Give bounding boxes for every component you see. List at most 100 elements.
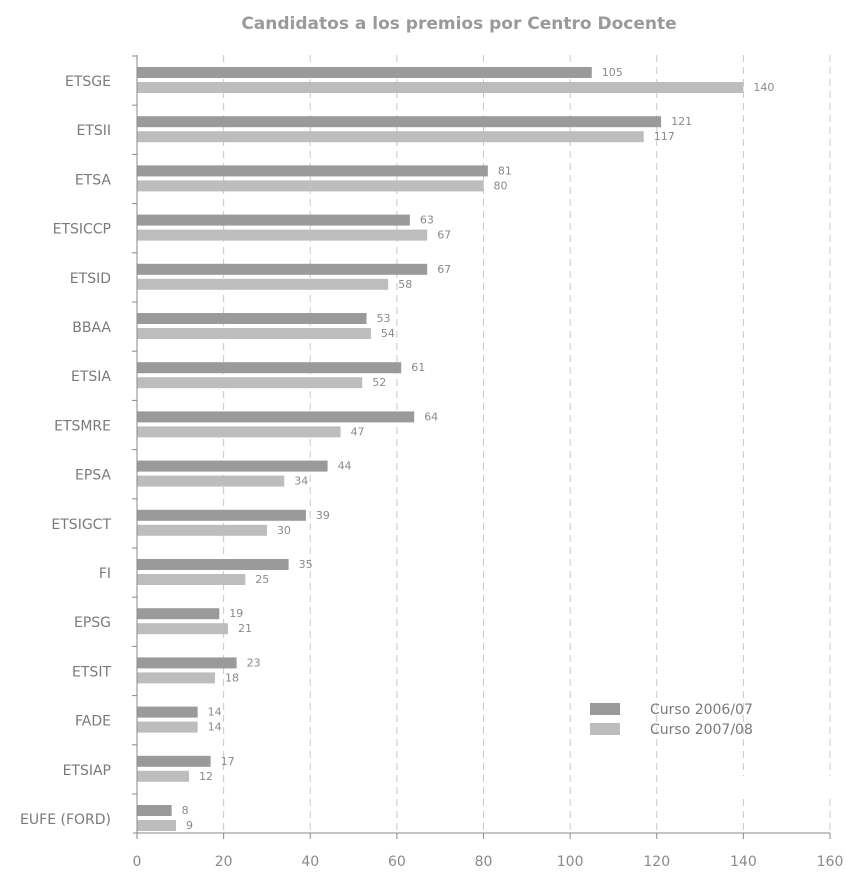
bar-2007-08 bbox=[137, 623, 228, 635]
bar-2007-08 bbox=[137, 721, 198, 733]
bar-2006-07 bbox=[137, 313, 367, 324]
data-label: 30 bbox=[277, 524, 291, 537]
bar-2007-08 bbox=[137, 278, 389, 290]
x-tick-label: 100 bbox=[557, 854, 584, 870]
data-label: 81 bbox=[498, 164, 512, 177]
category-label: FADE bbox=[75, 714, 111, 730]
data-label: 64 bbox=[424, 410, 438, 423]
bar-2006-07 bbox=[137, 263, 428, 275]
data-label: 67 bbox=[437, 263, 451, 276]
data-label: 117 bbox=[654, 130, 675, 143]
bar-2007-08 bbox=[137, 574, 246, 585]
bar-2006-07 bbox=[137, 67, 592, 78]
data-label: 25 bbox=[255, 573, 269, 586]
data-label: 19 bbox=[229, 607, 243, 620]
data-label: 54 bbox=[381, 327, 395, 340]
legend: Curso 2006/07 Curso 2007/08 bbox=[590, 702, 753, 738]
data-label: 8 bbox=[182, 804, 189, 817]
data-label: 18 bbox=[225, 671, 239, 684]
bar-2006-07 bbox=[137, 805, 172, 816]
legend-label-2006-07: Curso 2006/07 bbox=[650, 702, 753, 718]
data-label: 80 bbox=[494, 179, 508, 192]
bar-2007-08 bbox=[137, 377, 363, 389]
category-label: ETSMRE bbox=[54, 418, 111, 434]
category-label: ETSIT bbox=[72, 664, 111, 680]
x-tick-label: 160 bbox=[817, 854, 844, 870]
bar-2006-07 bbox=[137, 460, 328, 472]
bar-2006-07 bbox=[137, 657, 237, 669]
bar-2007-08 bbox=[137, 426, 341, 438]
category-label: ETSGE bbox=[65, 74, 111, 90]
data-label: 14 bbox=[208, 706, 222, 719]
data-label: 121 bbox=[671, 115, 692, 128]
category-label: ETSIAP bbox=[63, 763, 111, 779]
background-patch bbox=[660, 776, 835, 799]
bar-2006-07 bbox=[137, 706, 198, 718]
bar-2007-08 bbox=[137, 672, 215, 684]
data-label: 23 bbox=[247, 656, 261, 669]
x-tick-label: 120 bbox=[643, 854, 670, 870]
x-tick-label: 60 bbox=[388, 854, 406, 870]
bar-2006-07 bbox=[137, 608, 220, 620]
bar-2006-07 bbox=[137, 559, 289, 570]
bar-2006-07 bbox=[137, 116, 662, 128]
category-label: EPSG bbox=[74, 615, 111, 631]
data-label: 47 bbox=[351, 425, 365, 438]
bar-2007-08 bbox=[137, 475, 285, 487]
bar-2006-07 bbox=[137, 362, 402, 374]
data-label: 67 bbox=[437, 229, 451, 242]
x-tick-label: 80 bbox=[475, 854, 493, 870]
data-label: 39 bbox=[316, 509, 330, 522]
data-label: 105 bbox=[602, 66, 623, 79]
legend-swatch-2007-08 bbox=[590, 723, 620, 735]
data-label: 63 bbox=[420, 214, 434, 227]
bar-2006-07 bbox=[137, 755, 211, 767]
data-label: 140 bbox=[753, 81, 774, 94]
bar-2007-08 bbox=[137, 328, 371, 339]
data-label: 9 bbox=[186, 819, 193, 832]
category-label: EUFE (FORD) bbox=[20, 812, 111, 828]
x-tick-label: 0 bbox=[133, 854, 142, 870]
x-tick-label: 40 bbox=[301, 854, 319, 870]
grid-lines bbox=[132, 55, 831, 839]
bar-2007-08 bbox=[137, 229, 428, 241]
category-label: ETSICCP bbox=[53, 222, 111, 238]
data-label: 44 bbox=[338, 460, 352, 473]
category-label: ETSII bbox=[76, 123, 111, 139]
bar-2006-07 bbox=[137, 509, 306, 521]
category-label: ETSID bbox=[70, 271, 111, 287]
bar-2007-08 bbox=[137, 180, 484, 192]
x-tick-label: 20 bbox=[215, 854, 233, 870]
legend-swatch-2006-07 bbox=[590, 703, 620, 715]
category-label: ETSIGCT bbox=[51, 517, 111, 533]
data-label: 52 bbox=[372, 376, 386, 389]
data-label: 53 bbox=[377, 312, 391, 325]
bar-2006-07 bbox=[137, 411, 415, 423]
chart-title: Candidatos a los premios por Centro Doce… bbox=[241, 14, 676, 34]
category-label: ETSA bbox=[75, 172, 112, 188]
data-label: 61 bbox=[411, 361, 425, 374]
data-label: 14 bbox=[208, 721, 222, 734]
legend-label-2007-08: Curso 2007/08 bbox=[650, 722, 753, 738]
bars bbox=[137, 67, 835, 831]
bar-2007-08 bbox=[137, 131, 644, 143]
bar-2007-08 bbox=[137, 82, 744, 93]
data-label: 17 bbox=[221, 755, 235, 768]
data-label: 12 bbox=[199, 770, 213, 783]
category-label: EPSA bbox=[75, 468, 111, 484]
data-label: 21 bbox=[238, 622, 252, 635]
category-label: ETSIA bbox=[71, 369, 111, 385]
bar-2007-08 bbox=[137, 820, 176, 831]
bar-2007-08 bbox=[137, 770, 189, 782]
bar-2006-07 bbox=[137, 214, 410, 226]
data-label: 34 bbox=[294, 475, 308, 488]
data-label: 35 bbox=[299, 558, 313, 571]
labels: 0 20 40 60 80 100 120 140 160ETSGE105140ETSII121… bbox=[20, 66, 843, 870]
x-tick-label: 140 bbox=[730, 854, 757, 870]
bar-2007-08 bbox=[137, 524, 267, 536]
data-label: 58 bbox=[398, 278, 412, 291]
category-label: FI bbox=[99, 566, 111, 582]
category-label: BBAA bbox=[72, 320, 111, 336]
bar-2006-07 bbox=[137, 165, 488, 177]
